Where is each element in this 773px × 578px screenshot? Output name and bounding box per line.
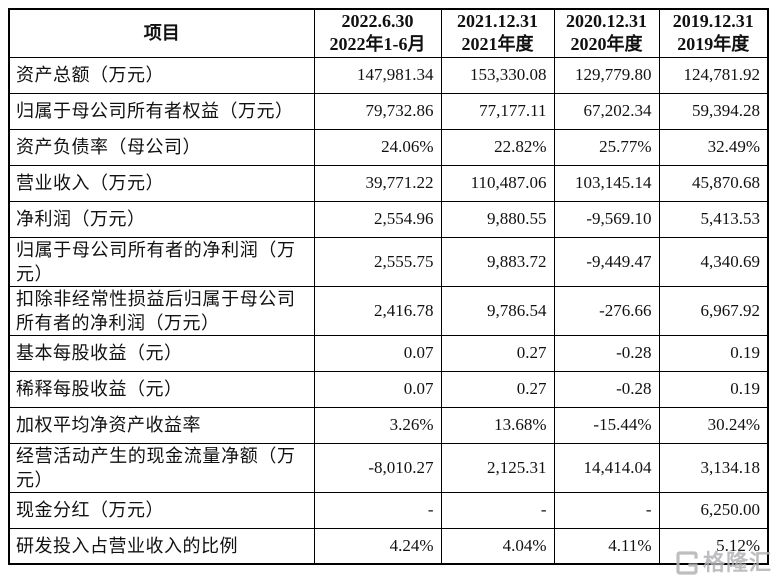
row-label: 营业收入（万元） bbox=[8, 164, 315, 202]
row-label: 研发投入占营业收入的比例 bbox=[8, 527, 315, 565]
column-header-2021: 2021.12.31 2021年度 bbox=[440, 8, 555, 58]
value-cell: 110,487.06 bbox=[440, 164, 555, 202]
value-cell: 4,340.69 bbox=[658, 236, 769, 287]
value-cell: 14,414.04 bbox=[553, 442, 660, 493]
table-row-revenue: 营业收入（万元） 39,771.22 110,487.06 103,145.14… bbox=[8, 164, 769, 202]
header-date: 2022.6.30 bbox=[341, 11, 414, 32]
table-row-total-assets: 资产总额（万元） 147,981.34 153,330.08 129,779.8… bbox=[8, 56, 769, 94]
value-cell: 25.77% bbox=[553, 128, 660, 166]
value-cell: 45,870.68 bbox=[658, 164, 769, 202]
table-row-net-profit: 净利润（万元） 2,554.96 9,880.55 -9,569.10 5,41… bbox=[8, 200, 769, 238]
table-row-parent-equity: 归属于母公司所有者权益（万元） 79,732.86 77,177.11 67,2… bbox=[8, 92, 769, 130]
value-cell: -0.28 bbox=[553, 370, 660, 408]
value-cell: 2,416.78 bbox=[313, 285, 442, 336]
value-cell: - bbox=[440, 491, 555, 529]
table-row-weighted-roe: 加权平均净资产收益率 3.26% 13.68% -15.44% 30.24% bbox=[8, 406, 769, 444]
header-period: 2021年度 bbox=[461, 34, 534, 55]
value-cell: 79,732.86 bbox=[313, 92, 442, 130]
value-cell: 2,555.75 bbox=[313, 236, 442, 287]
value-cell: 9,883.72 bbox=[440, 236, 555, 287]
value-cell: 9,786.54 bbox=[440, 285, 555, 336]
value-cell: 0.27 bbox=[440, 370, 555, 408]
value-cell: 5.12% bbox=[658, 527, 769, 565]
table-row-deducted-net-profit: 扣除非经常性损益后归属于母公司所有者的净利润（万元） 2,416.78 9,78… bbox=[8, 285, 769, 336]
header-date: 2020.12.31 bbox=[566, 11, 647, 32]
column-header-2019: 2019.12.31 2019年度 bbox=[658, 8, 769, 58]
table-row-debt-ratio: 资产负债率（母公司） 24.06% 22.82% 25.77% 32.49% bbox=[8, 128, 769, 166]
value-cell: 0.27 bbox=[440, 334, 555, 372]
financial-summary-table: 项目 2022.6.30 2022年1-6月 2021.12.31 2021年度… bbox=[8, 8, 769, 565]
row-label: 归属于母公司所有者权益（万元） bbox=[8, 92, 315, 130]
value-cell: 32.49% bbox=[658, 128, 769, 166]
row-label: 稀释每股收益（元） bbox=[8, 370, 315, 408]
value-cell: 5,413.53 bbox=[658, 200, 769, 238]
table-header-row: 项目 2022.6.30 2022年1-6月 2021.12.31 2021年度… bbox=[8, 8, 769, 58]
value-cell: 0.07 bbox=[313, 370, 442, 408]
table-row-basic-eps: 基本每股收益（元） 0.07 0.27 -0.28 0.19 bbox=[8, 334, 769, 372]
header-date: 2019.12.31 bbox=[672, 11, 754, 32]
header-date: 2021.12.31 bbox=[457, 11, 538, 32]
value-cell: 3,134.18 bbox=[658, 442, 769, 493]
header-period: 2019年度 bbox=[677, 34, 750, 55]
column-header-2020: 2020.12.31 2020年度 bbox=[553, 8, 660, 58]
value-cell: 0.07 bbox=[313, 334, 442, 372]
value-cell: 153,330.08 bbox=[440, 56, 555, 94]
value-cell: 24.06% bbox=[313, 128, 442, 166]
table-row-cash-dividend: 现金分红（万元） - - - 6,250.00 bbox=[8, 491, 769, 529]
header-period: 2020年度 bbox=[570, 34, 643, 55]
value-cell: -8,010.27 bbox=[313, 442, 442, 493]
value-cell: 3.26% bbox=[313, 406, 442, 444]
value-cell: 2,554.96 bbox=[313, 200, 442, 238]
value-cell: -276.66 bbox=[553, 285, 660, 336]
column-header-item: 项目 bbox=[8, 8, 315, 58]
value-cell: - bbox=[313, 491, 442, 529]
value-cell: 4.11% bbox=[553, 527, 660, 565]
value-cell: 2,125.31 bbox=[440, 442, 555, 493]
value-cell: -9,569.10 bbox=[553, 200, 660, 238]
table-row-operating-cash-flow: 经营活动产生的现金流量净额（万元） -8,010.27 2,125.31 14,… bbox=[8, 442, 769, 493]
header-period: 2022年1-6月 bbox=[329, 34, 426, 55]
value-cell: -0.28 bbox=[553, 334, 660, 372]
row-label: 基本每股收益（元） bbox=[8, 334, 315, 372]
row-label: 经营活动产生的现金流量净额（万元） bbox=[8, 442, 315, 493]
value-cell: 103,145.14 bbox=[553, 164, 660, 202]
table-row-parent-net-profit: 归属于母公司所有者的净利润（万元） 2,555.75 9,883.72 -9,4… bbox=[8, 236, 769, 287]
value-cell: 129,779.80 bbox=[553, 56, 660, 94]
value-cell: 59,394.28 bbox=[658, 92, 769, 130]
value-cell: 9,880.55 bbox=[440, 200, 555, 238]
value-cell: 6,250.00 bbox=[658, 491, 769, 529]
value-cell: 0.19 bbox=[658, 334, 769, 372]
value-cell: 13.68% bbox=[440, 406, 555, 444]
row-label: 资产总额（万元） bbox=[8, 56, 315, 94]
table-row-diluted-eps: 稀释每股收益（元） 0.07 0.27 -0.28 0.19 bbox=[8, 370, 769, 408]
row-label: 现金分红（万元） bbox=[8, 491, 315, 529]
value-cell: -9,449.47 bbox=[553, 236, 660, 287]
value-cell: 30.24% bbox=[658, 406, 769, 444]
value-cell: 77,177.11 bbox=[440, 92, 555, 130]
row-label: 扣除非经常性损益后归属于母公司所有者的净利润（万元） bbox=[8, 285, 315, 336]
table-row-rd-ratio: 研发投入占营业收入的比例 4.24% 4.04% 4.11% 5.12% bbox=[8, 527, 769, 565]
value-cell: 39,771.22 bbox=[313, 164, 442, 202]
value-cell: - bbox=[553, 491, 660, 529]
row-label: 净利润（万元） bbox=[8, 200, 315, 238]
row-label: 加权平均净资产收益率 bbox=[8, 406, 315, 444]
row-label: 资产负债率（母公司） bbox=[8, 128, 315, 166]
column-header-2022: 2022.6.30 2022年1-6月 bbox=[313, 8, 442, 58]
value-cell: 22.82% bbox=[440, 128, 555, 166]
value-cell: 147,981.34 bbox=[313, 56, 442, 94]
value-cell: -15.44% bbox=[553, 406, 660, 444]
value-cell: 124,781.92 bbox=[658, 56, 769, 94]
value-cell: 4.24% bbox=[313, 527, 442, 565]
row-label: 归属于母公司所有者的净利润（万元） bbox=[8, 236, 315, 287]
value-cell: 4.04% bbox=[440, 527, 555, 565]
value-cell: 6,967.92 bbox=[658, 285, 769, 336]
value-cell: 0.19 bbox=[658, 370, 769, 408]
value-cell: 67,202.34 bbox=[553, 92, 660, 130]
